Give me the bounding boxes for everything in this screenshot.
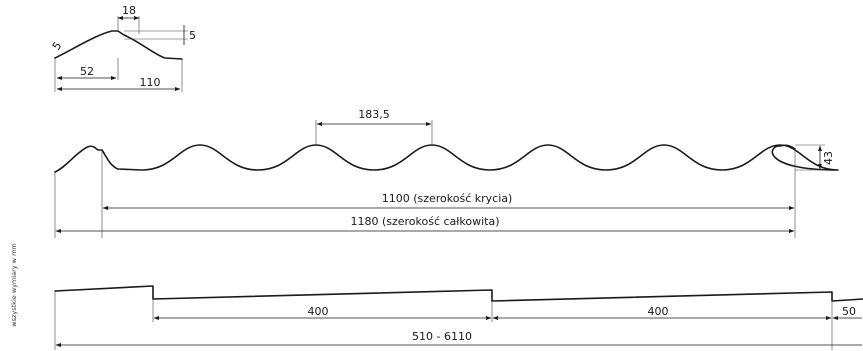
sheet-label-pitch: 183,5: [358, 108, 390, 121]
side-view: 400 400 50 510 - 6110: [54, 285, 863, 350]
sheet-profile-curve: [54, 144, 839, 173]
side-label-length: 510 - 6110: [412, 330, 472, 343]
side-label-end: 50: [842, 305, 856, 318]
detail-label-step-height: 5: [189, 29, 196, 42]
detail-label-radius: 5: [50, 39, 65, 52]
detail-profile: 18 5 5 52 110: [50, 4, 196, 92]
sheet-label-height: 43: [822, 151, 835, 165]
detail-profile-curve: [54, 30, 183, 60]
side-view-profile: [54, 285, 863, 302]
sheet-label-total-width: 1180 (szerokość całkowita): [350, 215, 499, 228]
side-label-step2: 400: [648, 305, 669, 318]
sheet-profile: 183,5 43 1100 (szerokość krycia) 1180 (s…: [54, 108, 839, 238]
units-note: wszystkie wymiary w mm: [10, 243, 18, 326]
sheet-label-cover-width: 1100 (szerokość krycia): [382, 192, 513, 205]
detail-label-half-pitch: 52: [80, 65, 94, 78]
side-label-step1: 400: [308, 305, 329, 318]
detail-label-module: 110: [140, 76, 161, 89]
detail-label-top-width: 18: [122, 4, 136, 17]
